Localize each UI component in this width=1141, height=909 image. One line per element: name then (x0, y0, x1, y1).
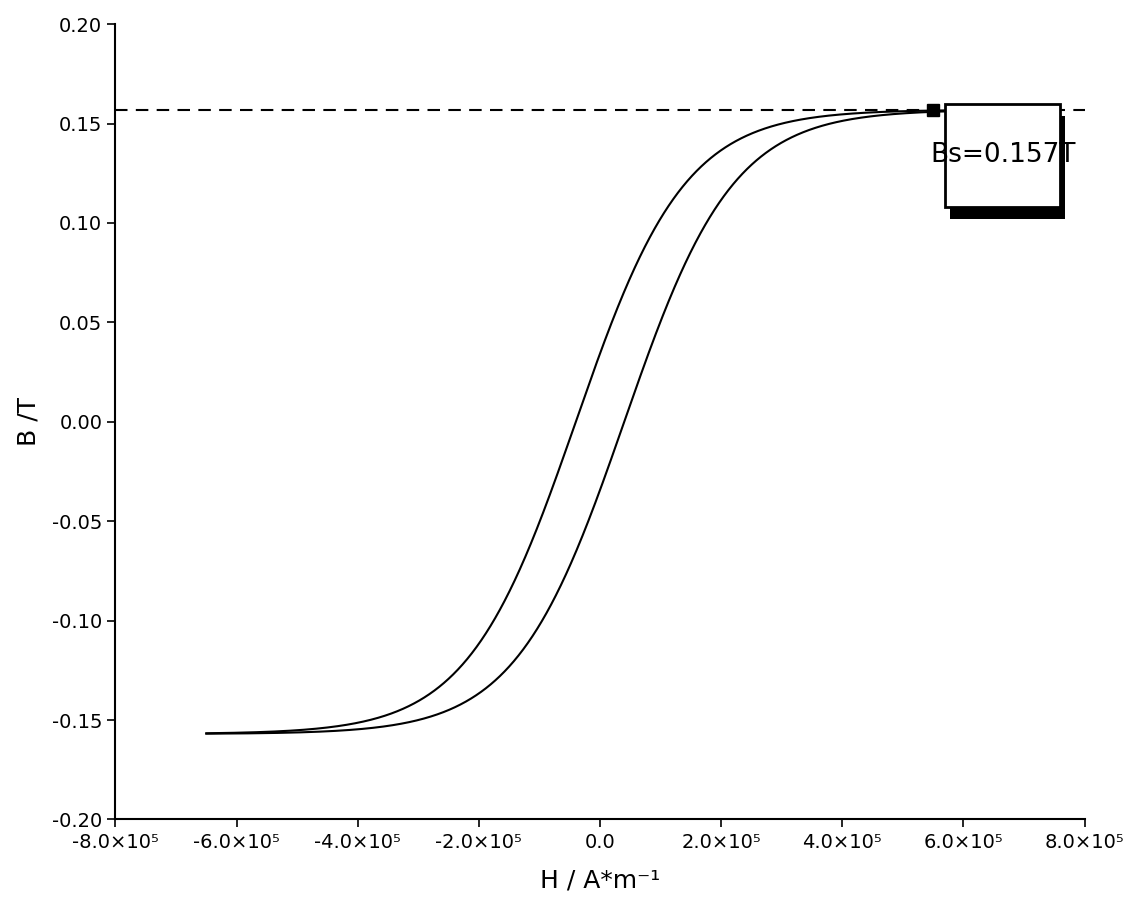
FancyBboxPatch shape (950, 115, 1066, 219)
Text: Bs=0.157T: Bs=0.157T (930, 143, 1076, 168)
FancyBboxPatch shape (945, 104, 1060, 207)
X-axis label: H / A*m⁻¹: H / A*m⁻¹ (540, 868, 661, 893)
Y-axis label: B /T: B /T (17, 397, 41, 446)
